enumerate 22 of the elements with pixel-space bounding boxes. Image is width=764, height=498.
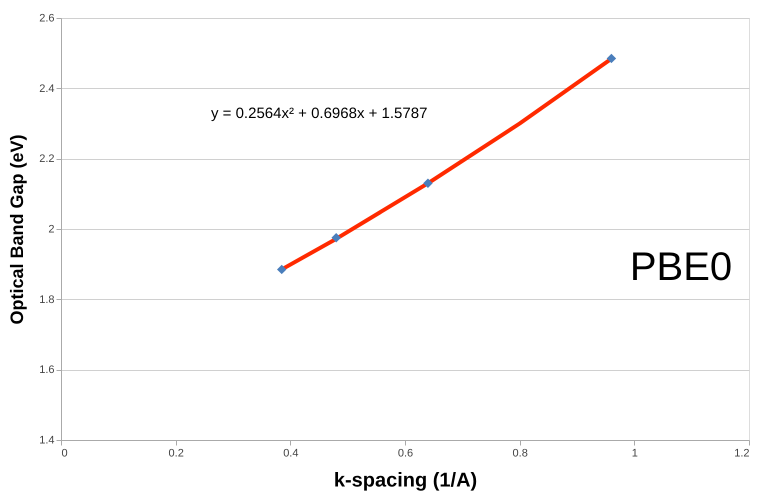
point — [606, 54, 616, 64]
x-axis-title: k-spacing (1/A) — [334, 470, 478, 492]
x-tick-label: 1 — [632, 448, 638, 460]
x-tick-label: 0.8 — [512, 448, 528, 460]
annotation: y = 0.2564x² + 0.6968x + 1.5787 — [211, 105, 428, 122]
y-tick-label: 1.8 — [39, 294, 54, 306]
y-axis-title: Optical Band Gap (eV) — [7, 134, 28, 325]
x-tick-label: 0.4 — [283, 448, 298, 460]
y-tick-label: 1.6 — [39, 364, 54, 376]
point — [331, 233, 341, 243]
y-tick-label: 2 — [48, 224, 54, 236]
y-tick-label: 1.4 — [39, 434, 54, 446]
point — [423, 178, 433, 188]
point — [276, 264, 286, 274]
annotation: PBE0 — [630, 245, 732, 289]
x-tick-label: 0 — [62, 448, 68, 460]
y-tick-label: 2.6 — [39, 12, 54, 24]
y-tick-label: 2.2 — [39, 153, 54, 166]
y-tick-label: 2.4 — [39, 82, 54, 95]
x-tick-label: 0.2 — [168, 448, 184, 460]
x-tick-label: 0.6 — [398, 448, 414, 460]
x-tick-label: 1.2 — [734, 448, 750, 460]
